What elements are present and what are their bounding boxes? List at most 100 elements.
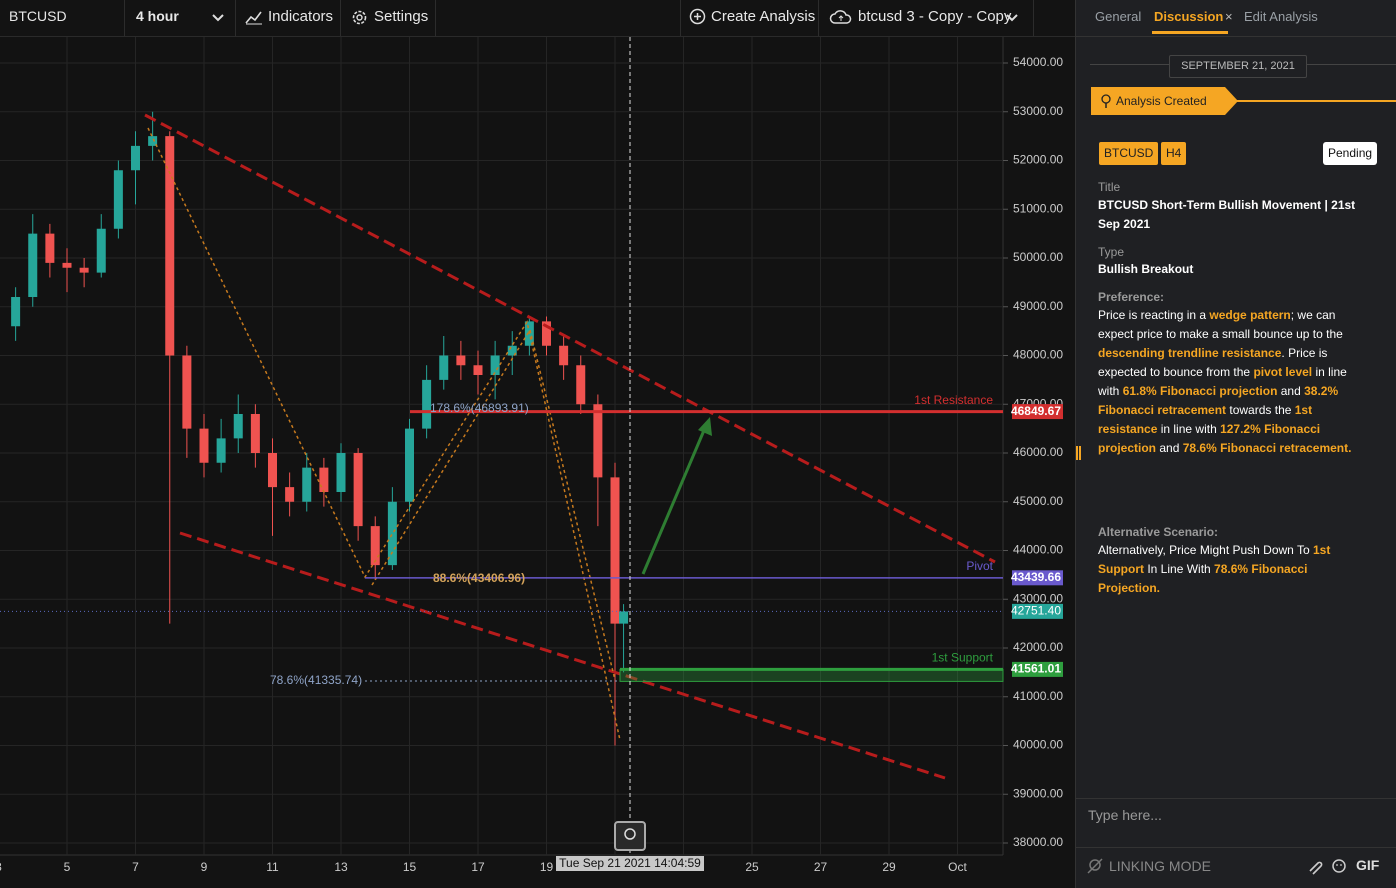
divider [1076,798,1396,799]
y-tick-label: 42000.00 [1013,640,1063,654]
candle-body [216,438,226,463]
text: and [1277,384,1305,398]
highlight: wedge pattern [1209,308,1291,322]
y-tick-label: 38000.00 [1013,835,1063,849]
price-tag-label: 42751.40 [1011,604,1061,618]
y-tick-label: 51000.00 [1013,201,1063,215]
candle-body [619,611,629,624]
y-tick-label: 44000.00 [1013,543,1063,557]
candle-body [490,355,500,375]
candle-body [131,145,140,171]
gif-button[interactable]: GIF [1356,857,1380,873]
divider [1076,847,1396,848]
x-tick-label: 5 [64,860,71,874]
x-tick-label: 9 [201,860,208,874]
tab[interactable]: Edit Analysis [1244,9,1318,24]
message-input[interactable]: Type here... [1088,807,1162,823]
projection-arrow [641,427,707,575]
y-tick-label: 54000.00 [1013,55,1063,69]
preference: Price is reacting in a wedge pattern; we… [1098,306,1366,458]
title: BTCUSD Short-Term Bullish Movement | 21s… [1098,198,1356,231]
candle-body [610,477,620,624]
plot-bg [0,37,1003,855]
candle-body [319,467,329,492]
event-rule [1226,100,1396,102]
candle-body [28,233,38,297]
analysis-icon[interactable] [614,821,646,851]
candle-body [113,170,123,229]
candle-body [456,355,466,366]
bulb-icon [624,828,636,840]
price-tag [1012,404,1063,420]
linking-icon [1087,858,1103,874]
candle-body [439,355,449,380]
candle-body [302,467,312,502]
candle-body [559,345,569,366]
status-badge: Pending [1323,142,1378,165]
text: In Line With [1144,562,1215,576]
candle-body [148,136,158,146]
highlight: 78.6% Fibonacci Projection. [1098,562,1308,595]
candle-body [79,267,89,273]
crosshair-label-bg [556,856,704,871]
candle-body [542,321,551,346]
create-analysis[interactable]: Create Analysis [711,8,816,25]
linking-mode[interactable]: LINKING MODE [1109,858,1211,874]
candle-body [62,262,72,268]
fib-label: 88.6%(43406.96) [433,571,525,585]
interval[interactable]: 4 hour [136,8,179,24]
alternative-label: Alternative Scenario: [1098,525,1219,539]
candle-body [285,487,295,502]
settings-button[interactable]: Settings [374,8,429,25]
chevron [212,14,224,22]
text: Alternatively, Price Might Push Down To [1098,543,1313,557]
fib-label: 178.6%(46893.91) [430,401,529,415]
alternative: Alternatively, Price Might Push Down To … [1098,541,1366,598]
fib-zigzag [147,127,621,741]
price-tag-label: 41561.01 [1011,662,1061,676]
candles [11,111,629,746]
tab-active[interactable]: Discussion [1154,9,1224,24]
candle-body [165,136,175,356]
level-name: 1st Support [932,651,994,665]
candle-body [250,414,260,453]
price-tag [1012,570,1063,586]
highlight: 61.8% Fibonacci projection [1122,384,1278,398]
tab[interactable]: General [1095,9,1142,24]
level-name: 1st Resistance [914,393,993,407]
y-tick-label: 49000.00 [1013,299,1063,313]
chevron [1006,14,1018,22]
candle-body [593,404,603,478]
highlight: 1st Support [1098,543,1331,576]
indicators-button[interactable]: Indicators [268,8,334,25]
x-tick-label: 19 [540,860,554,874]
date-pill: SEPTEMBER 21, 2021 [1169,55,1307,78]
candle-body [96,228,106,273]
tab-close[interactable]: × [1225,9,1233,24]
text: in line with [1157,422,1221,436]
candle-body [199,428,209,463]
analysis-select[interactable]: btcusd 3 - Copy - Copy [858,8,1012,25]
candle-body [387,501,397,566]
price-tag-label: 46849.67 [1011,404,1061,418]
y-tick-label: 53000.00 [1013,104,1063,118]
resize-handle[interactable] [1076,446,1081,460]
x-tick-label: 13 [334,860,348,874]
y-tick-label: 41000.00 [1013,689,1063,703]
text: in line with [1098,365,1347,398]
plus-icon [689,8,706,25]
y-tick-label: 39000.00 [1013,786,1063,800]
x-tick-label: Oct [948,860,967,874]
attach-emoji-icons[interactable] [1306,857,1346,875]
level-name: Pivot [966,559,993,573]
symbol[interactable]: BTCUSD [9,8,67,24]
candle-body [268,453,277,488]
badge: BTCUSD [1099,142,1159,165]
event-ribbon [1091,87,1238,115]
x-tick-label: 17 [471,860,485,874]
highlight: pivot level [1253,365,1313,379]
candle-body [45,233,55,263]
candle-body [422,379,432,429]
chart: 38000.00 39000.00 40000.00 41000.00 42000.00… [0,37,1063,874]
highlight: descending trendline resistance [1098,346,1282,360]
